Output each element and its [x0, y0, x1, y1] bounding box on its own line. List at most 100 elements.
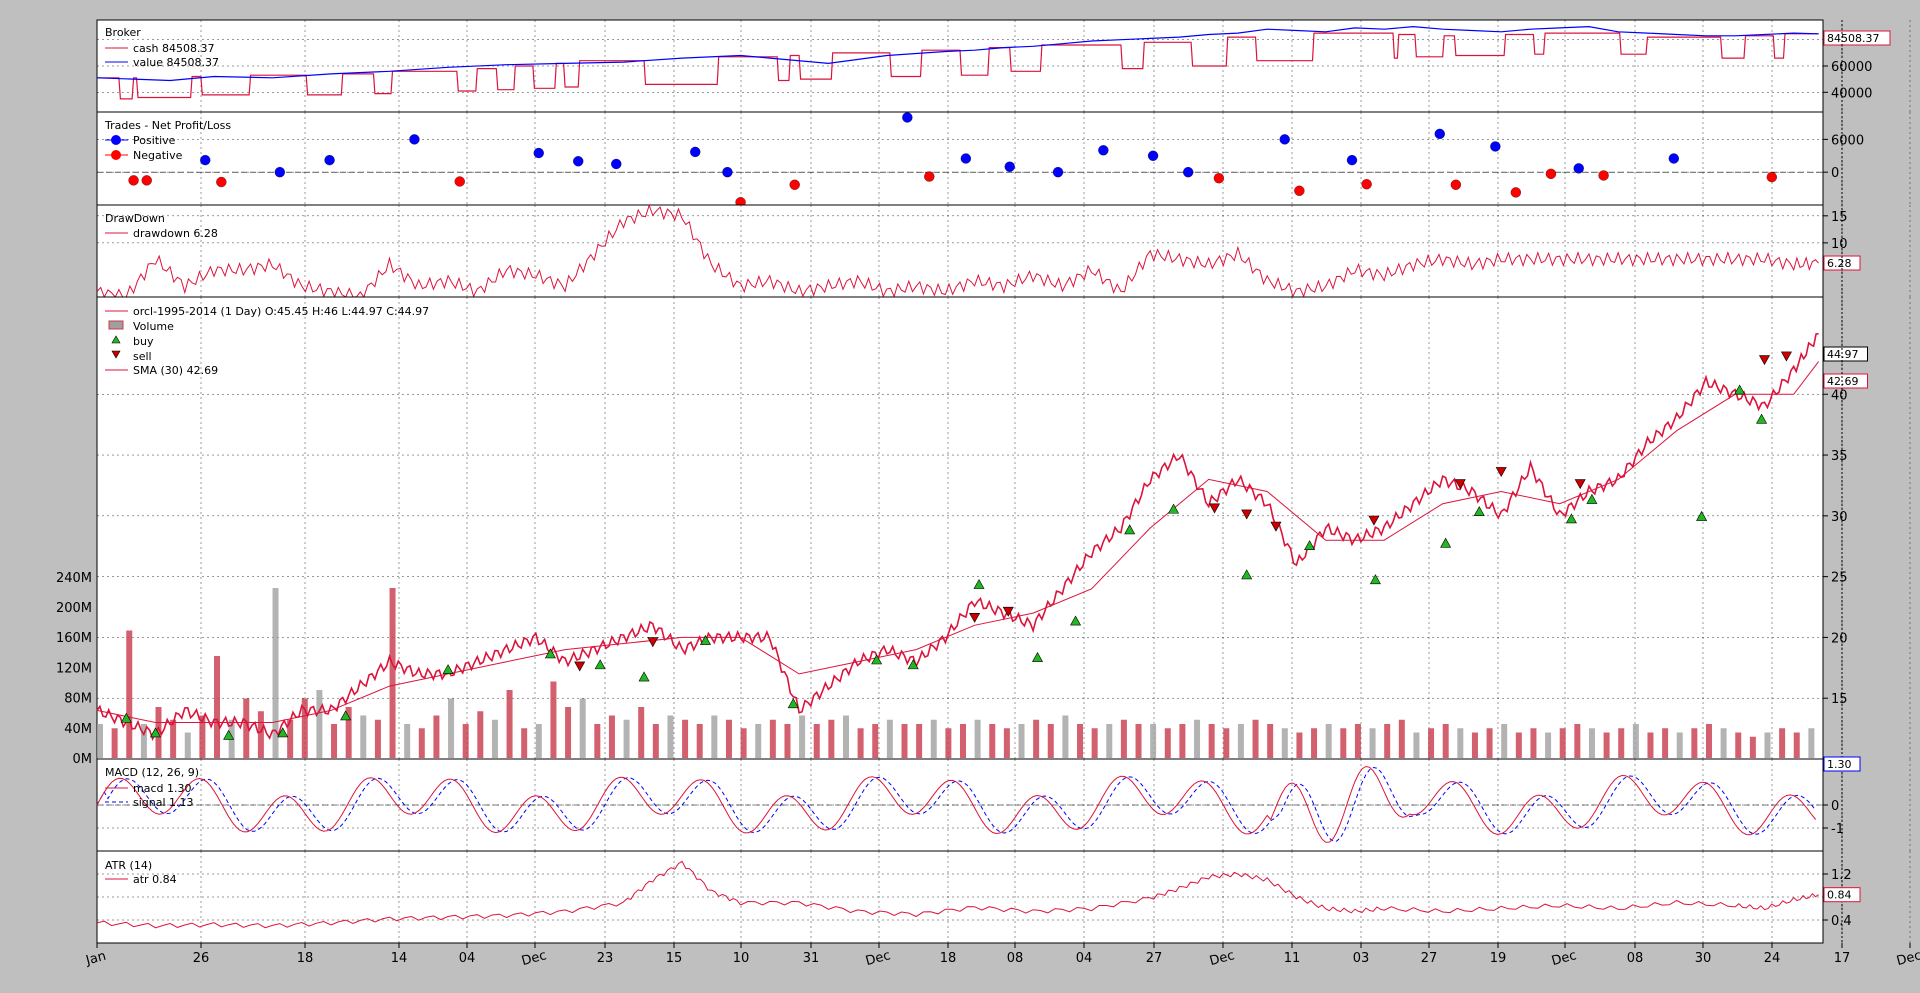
- volume-bar: [97, 724, 103, 758]
- volume-bar: [711, 715, 718, 758]
- volume-bar: [740, 728, 747, 758]
- x-tick-label: 27: [1421, 951, 1438, 966]
- sell-marker: [969, 612, 981, 623]
- volume-bar: [1764, 732, 1771, 758]
- drawdown-y-tick: 10: [1831, 237, 1848, 252]
- volume-bar: [111, 728, 118, 758]
- volume-bar: [272, 588, 279, 758]
- volume-bar: [1311, 728, 1318, 758]
- x-tick-label: 24: [1764, 951, 1781, 966]
- volume-bar: [433, 715, 440, 758]
- volume-bar: [916, 724, 923, 758]
- volume-bar: [1077, 724, 1084, 758]
- buy-marker: [594, 659, 606, 670]
- volume-bar: [535, 724, 542, 758]
- volume-bar: [389, 588, 396, 758]
- negative-trade-marker: [1361, 179, 1372, 190]
- negative-trade-marker: [141, 175, 152, 186]
- volume-bar: [1749, 736, 1756, 758]
- negative-trade-marker: [1545, 168, 1557, 179]
- sell-marker: [1495, 467, 1507, 477]
- volume-bar: [828, 719, 835, 758]
- trades-legend-negative: Negative: [105, 149, 183, 162]
- positive-trade-marker: [1668, 153, 1679, 164]
- volume-bar: [755, 724, 762, 758]
- sell-marker: [1368, 515, 1380, 526]
- x-tick-label: 10: [733, 951, 750, 966]
- price-y-tick: 30: [1831, 510, 1848, 525]
- buy-marker: [1734, 384, 1746, 395]
- positive-trade-marker: [611, 158, 622, 170]
- volume-bar: [214, 656, 221, 758]
- buy-marker: [1440, 537, 1452, 548]
- volume-bar: [345, 707, 352, 758]
- buy-marker: [973, 579, 985, 589]
- price-panel: 15 20 25 30 35 40 0M 40M 80M 120M 160M 200M 240M 44.9…: [56, 20, 1911, 943]
- negative-trade-marker: [454, 176, 465, 187]
- volume-bar: [594, 724, 601, 758]
- positive-trade-marker: [200, 154, 211, 166]
- drawdown-title: DrawDown: [105, 212, 165, 225]
- volume-bar: [1486, 728, 1493, 758]
- positive-trade-marker: [1098, 145, 1109, 156]
- macd-legend: macd 1.30 signal 1.13: [105, 782, 194, 809]
- volume-bar: [418, 728, 425, 758]
- negative-trade-marker: [1598, 170, 1609, 181]
- sma-value-tag: 42.69: [1827, 375, 1859, 388]
- atr-value-tag: 0.84: [1827, 889, 1852, 902]
- sell-marker: [1241, 509, 1253, 520]
- x-tick-label: 08: [1007, 951, 1024, 966]
- x-tick-label: 03: [1353, 951, 1370, 966]
- x-tick-label: 27: [1146, 951, 1163, 966]
- volume-bar: [1325, 724, 1332, 758]
- buy-marker: [277, 727, 289, 738]
- positive-trade-marker: [1147, 150, 1159, 161]
- legend-label-volume: Volume: [133, 320, 174, 333]
- legend-label-drawdown: drawdown 6.28: [133, 227, 218, 240]
- buy-marker: [699, 634, 711, 645]
- legend-label-sell: sell: [133, 350, 152, 363]
- volume-bar: [184, 732, 191, 758]
- volume-bar: [1676, 732, 1683, 758]
- price-y-tick: 35: [1831, 449, 1848, 464]
- x-tick-label: Dec: [1895, 948, 1920, 969]
- x-tick-label: 18: [940, 951, 957, 966]
- negative-trade-marker: [1294, 185, 1305, 196]
- atr-panel: 0.4 1.2 0.84 ATR (14) atr 0.84: [96, 850, 1911, 944]
- volume-bar: [1574, 724, 1581, 758]
- volume-bar: [1267, 724, 1274, 758]
- legend-label-negative: Negative: [133, 149, 183, 162]
- positive-trade-marker: [324, 154, 335, 166]
- volume-bar: [960, 724, 966, 758]
- volume-bar: [857, 728, 864, 758]
- volume-bar: [638, 707, 645, 758]
- buy-marker: [1473, 506, 1485, 516]
- legend-label-signal: signal 1.13: [133, 796, 194, 809]
- atr-line: [96, 860, 1819, 929]
- buy-marker: [120, 712, 132, 723]
- volume-y-tick: 80M: [64, 692, 92, 707]
- volume-bar: [1398, 719, 1405, 758]
- buy-marker: [907, 659, 919, 670]
- volume-bar: [1135, 724, 1142, 758]
- trades-y-tick: 6000: [1831, 133, 1864, 148]
- volume-bar: [813, 724, 820, 758]
- sell-marker: [1574, 479, 1586, 490]
- volume-bar: [1018, 724, 1025, 758]
- positive-trade-marker: [409, 134, 420, 145]
- x-tick-label: Dec: [1550, 948, 1578, 969]
- volume-bar: [1501, 724, 1508, 758]
- volume-bar: [126, 630, 133, 758]
- volume-bar: [1164, 728, 1171, 758]
- volume-bar: [901, 724, 908, 758]
- volume-bar: [1735, 732, 1742, 758]
- volume-bar: [1194, 719, 1201, 758]
- price-y-tick: 40: [1831, 388, 1848, 403]
- buy-marker: [544, 648, 556, 659]
- volume-bar: [1720, 728, 1727, 758]
- drawdown-panel: 10 15 6.28 DrawDown drawdown 6.28: [96, 203, 1911, 299]
- volume-bar: [1150, 724, 1157, 758]
- price-y-tick: 20: [1831, 631, 1848, 646]
- volume-y-tick: 120M: [56, 661, 92, 676]
- volume-bar: [1047, 724, 1054, 758]
